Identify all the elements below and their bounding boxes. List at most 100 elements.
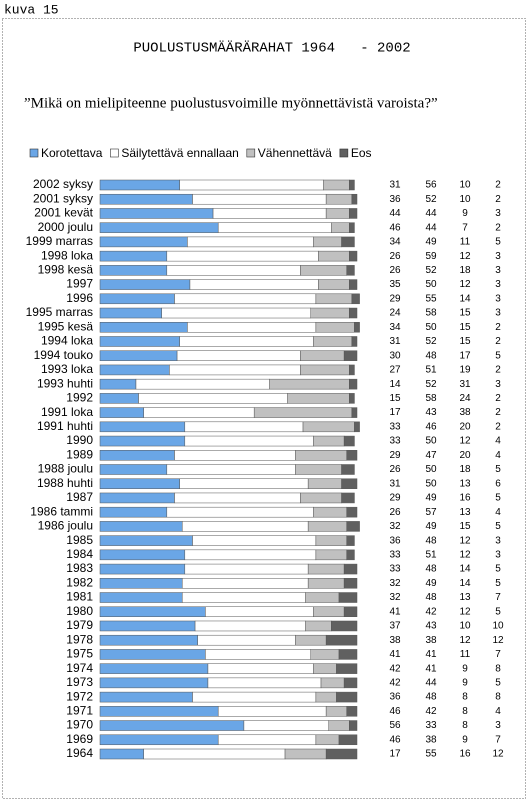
bar-segment (99, 620, 196, 632)
bar-segment (349, 364, 355, 376)
data-label: 3 (495, 535, 501, 546)
data-label: 15 (459, 322, 471, 333)
bar-segment (99, 549, 186, 561)
y-tick-label: 1996 (66, 291, 93, 305)
y-tick-label: 1987 (66, 490, 93, 504)
y-tick-label: 1986 tammi (30, 504, 93, 518)
data-label: 41 (389, 606, 401, 617)
bar-segment (189, 279, 319, 290)
data-label: 49 (425, 521, 437, 532)
data-label: 2 (495, 407, 501, 418)
bar-segment (184, 549, 317, 561)
data-label: 2 (495, 336, 501, 347)
data-label: 5 (495, 493, 501, 504)
bar-segment (187, 322, 317, 333)
y-tick-label: 1972 (66, 689, 93, 703)
data-label: 33 (425, 720, 437, 731)
data-label: 14 (389, 379, 401, 390)
bar-segment (205, 649, 311, 660)
bar-segment (346, 450, 358, 461)
data-label: 36 (389, 194, 401, 205)
bar-segment (336, 691, 358, 703)
bar-segment (331, 222, 350, 233)
bar-segment (99, 450, 175, 461)
data-label: 12 (492, 635, 504, 646)
data-label: 7 (495, 592, 501, 603)
bar-segment (338, 649, 358, 660)
data-label: 10 (459, 180, 471, 191)
data-label: 12 (459, 436, 471, 447)
bar-segment (99, 421, 186, 433)
data-label: 48 (425, 692, 437, 703)
data-label: 35 (389, 279, 401, 290)
bar-segment (99, 236, 188, 248)
data-label: 41 (425, 649, 437, 660)
y-tick-label: 1997 (66, 277, 93, 291)
bar-segment (315, 734, 340, 746)
y-tick-label: 1991 huhti (37, 419, 93, 433)
data-label: 55 (425, 293, 437, 304)
data-label: 49 (425, 493, 437, 504)
data-label: 8 (462, 720, 468, 731)
bar-segment (166, 464, 296, 475)
data-label: 16 (459, 749, 471, 760)
bar-segment (300, 492, 342, 504)
bar-segment (192, 535, 317, 546)
bar-segment (328, 720, 350, 731)
bar-segment (325, 706, 347, 717)
data-label: 10 (492, 621, 504, 632)
bar-segment (217, 706, 327, 717)
data-label: 12 (459, 635, 471, 646)
bar-segment (349, 250, 358, 262)
data-label: 3 (495, 308, 501, 319)
bar-segment (300, 265, 347, 276)
bar-segment (207, 677, 322, 689)
data-label: 12 (459, 279, 471, 290)
bar-segment (349, 208, 358, 219)
bar-segment (310, 649, 340, 660)
bar-segment (313, 336, 353, 347)
data-label: 5 (495, 606, 501, 617)
bar-segment (315, 549, 347, 561)
data-label: 19 (459, 365, 471, 376)
data-label: 15 (459, 336, 471, 347)
bar-segment (179, 336, 314, 347)
bar-segment (354, 421, 360, 433)
bar-segment (338, 734, 358, 746)
bar-segment (343, 606, 358, 617)
y-tick-label: 1974 (66, 661, 93, 675)
bar-segment (351, 193, 358, 205)
data-label: 57 (425, 507, 437, 518)
data-label: 8 (495, 692, 501, 703)
bar-segment (194, 620, 306, 632)
bar-segment (212, 208, 327, 219)
y-tick-label: 1978 (66, 632, 93, 646)
bar-segment (307, 578, 345, 589)
data-label: 38 (425, 635, 437, 646)
data-label: 12 (459, 535, 471, 546)
bar-segment (99, 748, 144, 760)
bar-segment (161, 307, 311, 319)
y-tick-label: 1995 kesä (38, 319, 94, 333)
data-label: 16 (459, 493, 471, 504)
bar-segment (349, 720, 358, 731)
y-tick-label: 1986 joulu (38, 519, 93, 533)
bar-segment (346, 706, 358, 717)
data-label: 42 (425, 706, 437, 717)
data-label: 24 (389, 308, 401, 319)
data-label: 44 (425, 208, 437, 219)
data-label: 18 (459, 464, 471, 475)
bar-segment (217, 222, 332, 233)
bar-segment (99, 592, 183, 603)
data-label: 46 (389, 706, 401, 717)
data-label: 5 (495, 350, 501, 361)
bar-segment (341, 478, 358, 489)
bar-segment (99, 691, 193, 703)
bar-segment (99, 734, 219, 746)
data-label: 41 (425, 663, 437, 674)
data-label: 13 (459, 478, 471, 489)
bar-segment (351, 293, 360, 305)
legend-label: Säilytettävä ennallaan (121, 146, 238, 160)
bar-segment (99, 649, 206, 660)
